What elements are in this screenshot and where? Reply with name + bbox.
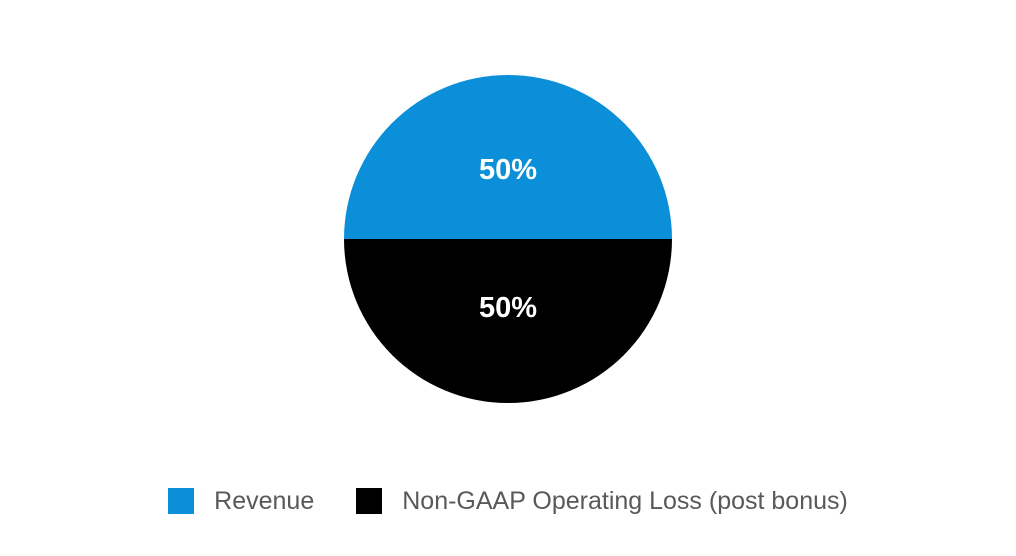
legend-swatch-revenue — [168, 488, 195, 514]
pie-slices — [344, 75, 672, 403]
legend-swatch-operating-loss — [356, 488, 383, 514]
pie-slice-revenue — [344, 75, 672, 239]
legend-item-revenue: Revenue — [168, 487, 314, 516]
legend-label-operating-loss: Non-GAAP Operating Loss (post bonus) — [402, 486, 848, 515]
legend-label-revenue: Revenue — [214, 486, 315, 515]
data-label-revenue: 50% — [479, 154, 537, 186]
legend-item-operating-loss: Non-GAAP Operating Loss (post bonus) — [356, 487, 848, 516]
pie-slice-non-gaap-operating-loss-post-bonus — [344, 239, 672, 403]
pie-data-labels: 50% 50% — [479, 154, 537, 324]
data-label-non-gaap-operating-loss-post-bonus: 50% — [479, 292, 537, 324]
chart-legend: Revenue Non-GAAP Operating Loss (post bo… — [0, 484, 1016, 518]
